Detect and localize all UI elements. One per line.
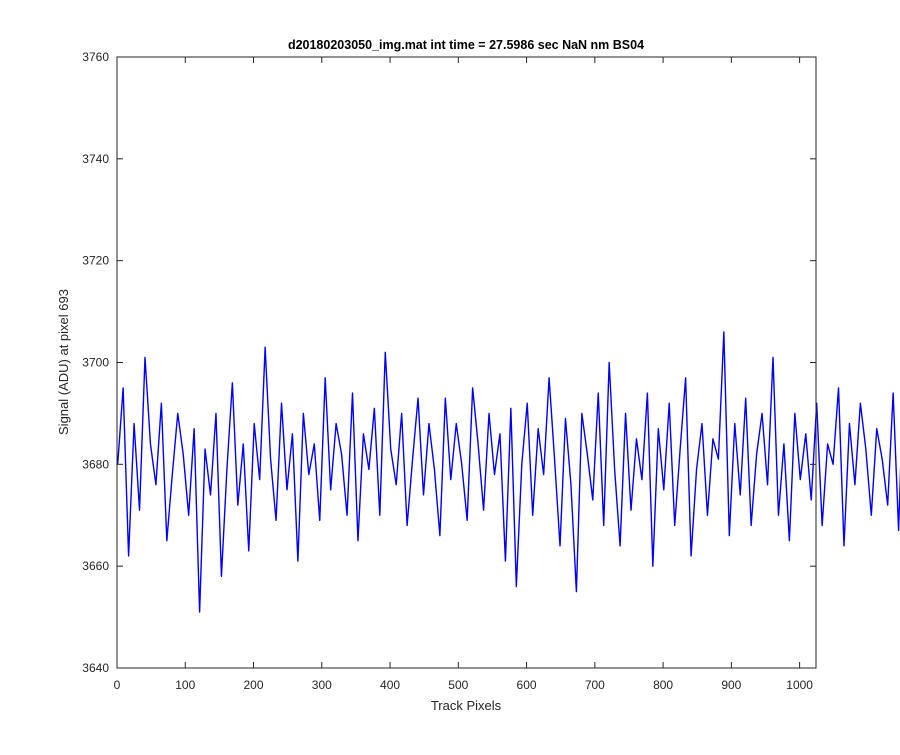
x-tick-labels: 0 100 200 300 400 500 600 700 800 900 1000	[114, 678, 814, 692]
x-tick-label: 600	[517, 678, 537, 692]
x-tick-label: 1000	[786, 678, 813, 692]
y-tick-label: 3740	[82, 152, 109, 166]
x-tick-label: 200	[244, 678, 264, 692]
axes-box	[116, 56, 817, 669]
x-tick-label: 0	[114, 678, 121, 692]
x-tick-label: 700	[585, 678, 605, 692]
tick-layer	[116, 56, 816, 669]
chart-title: d20180203050_img.mat int time = 27.5986 …	[288, 38, 644, 52]
x-tick-label: 800	[653, 678, 673, 692]
plot-area	[117, 57, 816, 668]
x-tick-label: 300	[312, 678, 332, 692]
y-tick-label: 3700	[82, 356, 109, 370]
x-tick-label: 500	[448, 678, 468, 692]
x-tick-label: 900	[721, 678, 741, 692]
y-tick-label: 3680	[82, 457, 109, 471]
y-axis-title: Signal (ADU) at pixel 693	[56, 289, 71, 435]
y-tick-label: 3640	[82, 661, 109, 675]
y-tick-label: 3660	[82, 559, 109, 573]
x-tick-label: 400	[380, 678, 400, 692]
x-axis-title: Track Pixels	[431, 698, 502, 713]
y-tick-labels: 3640 3660 3680 3700 3720 3740 3760	[82, 50, 109, 675]
series-line-0	[116, 331, 900, 613]
y-tick-label: 3760	[82, 50, 109, 64]
x-tick-label: 100	[175, 678, 195, 692]
series-layer	[116, 331, 900, 613]
y-tick-label: 3720	[82, 254, 109, 268]
